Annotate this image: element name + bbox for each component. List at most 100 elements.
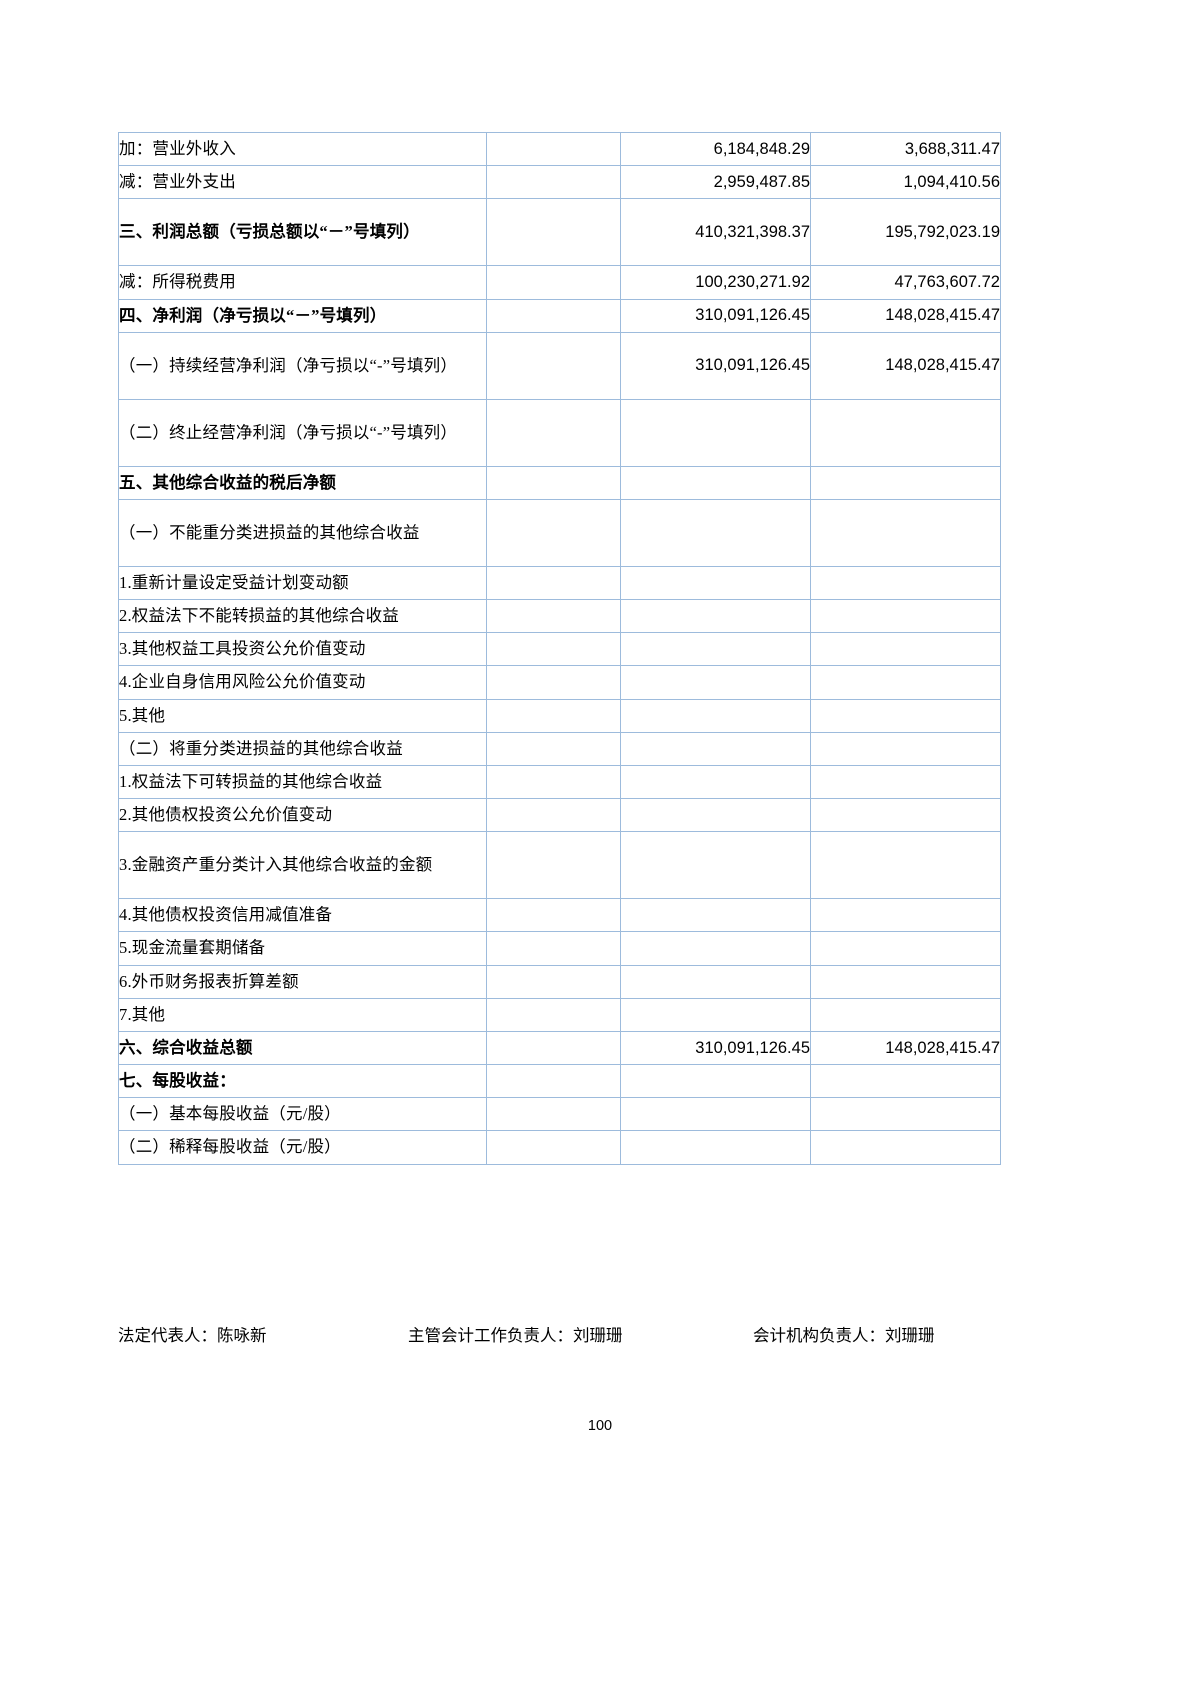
row-label: 4.其他债权投资信用减值准备 — [118, 898, 487, 933]
table-row: 七、每股收益： — [118, 1064, 1001, 1099]
row-note-cell — [486, 498, 621, 567]
table-row: （二）将重分类进损益的其他综合收益 — [118, 731, 1001, 766]
row-current-value: 410,321,398.37 — [620, 198, 811, 267]
row-previous-value — [810, 565, 1001, 601]
table-row: 2.权益法下不能转损益的其他综合收益 — [118, 599, 1001, 634]
row-note-cell — [486, 298, 621, 333]
row-note-cell — [486, 198, 621, 267]
row-note-cell — [486, 465, 621, 500]
row-previous-value — [810, 1064, 1001, 1099]
row-note-cell — [486, 964, 621, 999]
row-label: 四、净利润（净亏损以“－”号填列） — [118, 298, 487, 333]
income-statement-table: 加：营业外收入 6,184,848.29 3,688,311.47 减：营业外支出 2,… — [118, 131, 1001, 1165]
table-row: （一）基本每股收益（元/股） — [118, 1097, 1001, 1132]
row-previous-value — [810, 1097, 1001, 1132]
row-note-cell — [486, 1097, 621, 1132]
row-current-value — [620, 997, 811, 1032]
row-current-value — [620, 698, 811, 733]
legal-representative-label: 法定代表人：陈咏新 — [118, 1326, 267, 1345]
table-row: 减：所得税费用 100,230,271.92 47,763,607.72 — [118, 265, 1001, 300]
accounting-officer-label: 主管会计工作负责人：刘珊珊 — [408, 1326, 623, 1345]
row-label: 4.企业自身信用风险公允价值变动 — [118, 665, 487, 700]
row-label: 减：所得税费用 — [118, 265, 487, 300]
row-note-cell — [486, 898, 621, 933]
row-label: （二）终止经营净利润（净亏损以“-”号填列） — [118, 398, 487, 467]
table-row: 三、利润总额（亏损总额以“－”号填列） 410,321,398.37 195,792… — [118, 198, 1001, 267]
row-label: 2.其他债权投资公允价值变动 — [118, 798, 487, 833]
row-previous-value — [810, 731, 1001, 766]
table-row: 7.其他 — [118, 997, 1001, 1032]
row-label: （一）基本每股收益（元/股） — [118, 1097, 487, 1132]
row-current-value: 6,184,848.29 — [620, 131, 811, 167]
row-label: 7.其他 — [118, 997, 487, 1032]
table-row: 3.其他权益工具投资公允价值变动 — [118, 632, 1001, 667]
table-row: 4.其他债权投资信用减值准备 — [118, 898, 1001, 933]
row-current-value — [620, 798, 811, 833]
table-row: 1.重新计量设定受益计划变动额 — [118, 565, 1001, 601]
row-previous-value — [810, 931, 1001, 966]
row-label: 七、每股收益： — [118, 1064, 487, 1099]
table-row: 5.其他 — [118, 698, 1001, 733]
row-previous-value — [810, 398, 1001, 467]
row-previous-value: 148,028,415.47 — [810, 1030, 1001, 1066]
row-current-value — [620, 498, 811, 567]
row-note-cell — [486, 665, 621, 700]
row-previous-value — [810, 632, 1001, 667]
income-statement-table-container: 加：营业外收入 6,184,848.29 3,688,311.47 减：营业外支出 2,… — [118, 131, 1001, 1165]
row-current-value: 100,230,271.92 — [620, 265, 811, 300]
row-label: 2.权益法下不能转损益的其他综合收益 — [118, 599, 487, 634]
table-row: 6.外币财务报表折算差额 — [118, 964, 1001, 999]
row-note-cell — [486, 698, 621, 733]
row-label: （一）不能重分类进损益的其他综合收益 — [118, 498, 487, 567]
row-label: 三、利润总额（亏损总额以“－”号填列） — [118, 198, 487, 267]
table-row: 1.权益法下可转损益的其他综合收益 — [118, 764, 1001, 800]
row-current-value — [620, 1064, 811, 1099]
row-note-cell — [486, 265, 621, 300]
row-current-value: 310,091,126.45 — [620, 298, 811, 333]
table-row: 四、净利润（净亏损以“－”号填列） 310,091,126.45 148,028,4… — [118, 298, 1001, 333]
row-label: 加：营业外收入 — [118, 131, 487, 167]
row-label: 6.外币财务报表折算差额 — [118, 964, 487, 999]
table-row: 加：营业外收入 6,184,848.29 3,688,311.47 — [118, 131, 1001, 167]
table-row: 4.企业自身信用风险公允价值变动 — [118, 665, 1001, 700]
table-row: （一）不能重分类进损益的其他综合收益 — [118, 498, 1001, 567]
row-previous-value: 1,094,410.56 — [810, 165, 1001, 200]
row-previous-value — [810, 964, 1001, 999]
row-note-cell — [486, 1130, 621, 1165]
table-row: 六、综合收益总额 310,091,126.45 148,028,415.47 — [118, 1030, 1001, 1066]
row-current-value: 310,091,126.45 — [620, 1030, 811, 1066]
row-note-cell — [486, 764, 621, 800]
row-label: 3.金融资产重分类计入其他综合收益的金额 — [118, 831, 487, 900]
row-previous-value: 148,028,415.47 — [810, 331, 1001, 400]
row-previous-value — [810, 498, 1001, 567]
row-current-value — [620, 599, 811, 634]
row-current-value — [620, 632, 811, 667]
row-label: （二）将重分类进损益的其他综合收益 — [118, 731, 487, 766]
row-label: 六、综合收益总额 — [118, 1030, 487, 1066]
row-label: 5.其他 — [118, 698, 487, 733]
row-note-cell — [486, 997, 621, 1032]
row-previous-value — [810, 1130, 1001, 1165]
table-row: 5.现金流量套期储备 — [118, 931, 1001, 966]
row-note-cell — [486, 931, 621, 966]
row-note-cell — [486, 831, 621, 900]
accounting-institution-head-label: 会计机构负责人：刘珊珊 — [753, 1326, 935, 1345]
table-row: （二）终止经营净利润（净亏损以“-”号填列） — [118, 398, 1001, 467]
row-note-cell — [486, 131, 621, 167]
row-previous-value: 195,792,023.19 — [810, 198, 1001, 267]
row-current-value — [620, 1097, 811, 1132]
row-previous-value — [810, 798, 1001, 833]
row-label: 减：营业外支出 — [118, 165, 487, 200]
row-previous-value — [810, 898, 1001, 933]
row-previous-value — [810, 465, 1001, 500]
row-current-value — [620, 964, 811, 999]
row-label: （二）稀释每股收益（元/股） — [118, 1130, 487, 1165]
row-label: 3.其他权益工具投资公允价值变动 — [118, 632, 487, 667]
row-previous-value: 148,028,415.47 — [810, 298, 1001, 333]
row-current-value — [620, 565, 811, 601]
row-note-cell — [486, 165, 621, 200]
row-note-cell — [486, 798, 621, 833]
row-current-value — [620, 764, 811, 800]
row-previous-value: 3,688,311.47 — [810, 131, 1001, 167]
